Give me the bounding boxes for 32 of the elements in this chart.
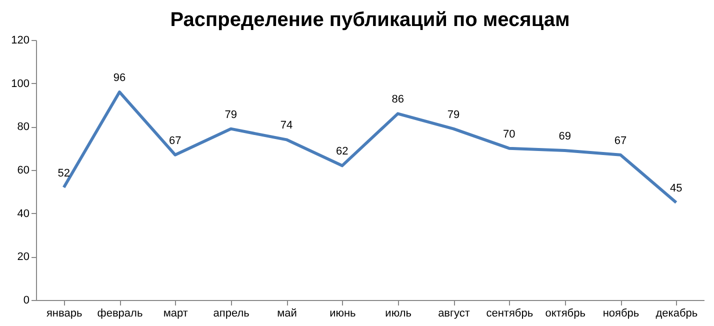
y-tick-label: 120: [11, 34, 30, 46]
y-tick-label: 80: [17, 121, 30, 134]
x-tick-label: ноябрь: [602, 308, 640, 320]
x-tick-label: январь: [46, 308, 82, 320]
x-tick-label: июль: [385, 308, 412, 320]
y-tick-label: 20: [17, 251, 30, 264]
y-tick-label: 100: [11, 78, 30, 90]
y-tick-label: 40: [17, 208, 30, 220]
data-label: 79: [447, 108, 460, 121]
data-label: 45: [670, 182, 682, 194]
y-tick-label: 0: [23, 294, 30, 306]
data-label: 69: [558, 130, 571, 142]
x-tick-label: декабрь: [656, 308, 698, 320]
x-tick-label: август: [438, 308, 470, 320]
x-tick-label: март: [163, 308, 188, 320]
y-tick-label: 60: [17, 164, 30, 176]
x-tick-label: июнь: [330, 308, 356, 320]
data-label: 67: [169, 134, 182, 147]
x-tick-label: февраль: [97, 308, 143, 320]
data-label: 52: [58, 167, 70, 180]
chart-title: Распределение публикаций по месяцам: [170, 9, 570, 31]
data-label: 74: [280, 120, 293, 132]
data-label: 70: [503, 128, 516, 140]
data-label: 86: [392, 94, 404, 106]
x-tick-label: октябрь: [545, 308, 586, 320]
data-label: 79: [224, 108, 237, 121]
data-label: 67: [614, 134, 627, 147]
data-label: 96: [113, 72, 126, 84]
x-tick-label: сентябрь: [486, 308, 534, 320]
x-tick-label: апрель: [213, 308, 250, 320]
x-tick-label: май: [277, 308, 297, 320]
data-label: 62: [336, 146, 348, 158]
